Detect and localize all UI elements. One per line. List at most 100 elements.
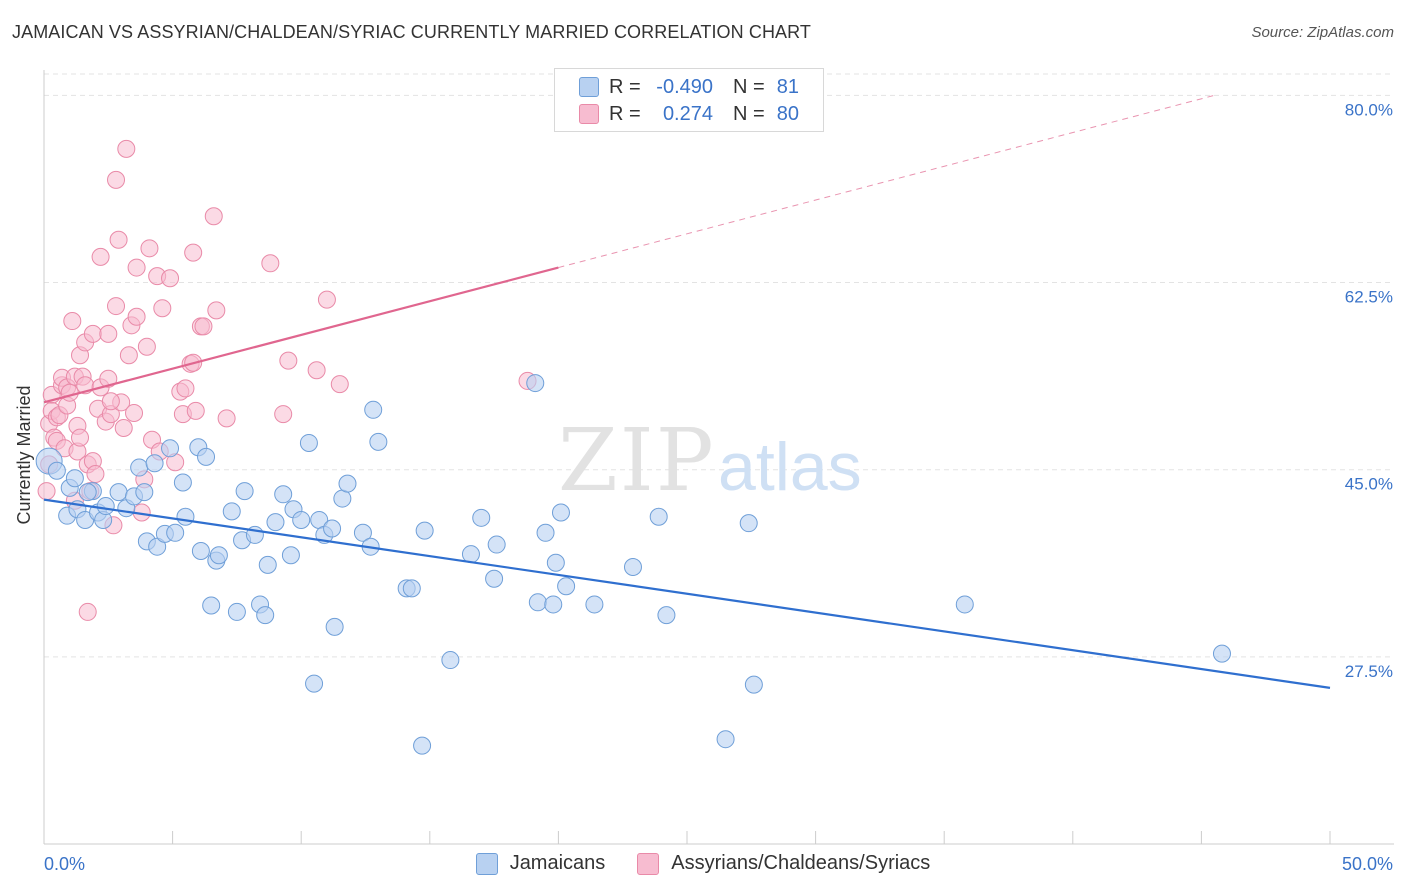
jamaicans-point (585, 595, 604, 614)
jamaicans-point (526, 374, 545, 393)
assyrians-point (184, 243, 203, 262)
assyrians-point (137, 337, 156, 356)
assyrians-point (127, 307, 146, 326)
legend-swatch-blue (475, 852, 498, 875)
jamaicans-point (323, 519, 342, 538)
chart-title: JAMAICAN VS ASSYRIAN/CHALDEAN/SYRIAC CUR… (12, 22, 812, 42)
jamaicans-point (485, 569, 504, 588)
jamaicans-point (78, 483, 97, 502)
legend-n-label: N = (733, 75, 765, 98)
assyrians-point (127, 258, 146, 277)
y-tick-label: 80.0% (1345, 100, 1393, 119)
jamaicans-point (472, 508, 491, 527)
assyrians-point (204, 207, 223, 226)
jamaicans-point (292, 510, 311, 529)
source-label: Source: ZipAtlas.com (1251, 24, 1394, 41)
jamaicans-point (546, 553, 565, 572)
jamaicans-point (338, 474, 357, 493)
jamaicans-point (415, 521, 434, 540)
legend-label-assyrians: Assyrians/Chaldeans/Syriacs (671, 852, 931, 874)
assyrians-point (274, 405, 293, 424)
legend-r-label: R = (609, 75, 641, 98)
assyrians-trend-extension (558, 94, 1215, 269)
assyrians-point (261, 254, 280, 273)
jamaicans-point (166, 523, 185, 542)
trend-lines (43, 94, 1331, 689)
jamaicans-point (176, 507, 195, 526)
assyrians-point (71, 428, 90, 447)
assyrians-point (194, 317, 213, 336)
assyrians-point (99, 369, 118, 388)
jamaicans-point (266, 513, 285, 532)
jamaicans-point (299, 433, 318, 452)
jamaicans-point (161, 439, 180, 458)
jamaicans-point (402, 579, 421, 598)
jamaicans-point (487, 535, 506, 554)
assyrians-point (86, 464, 105, 483)
legend-r-value: -0.490 (656, 75, 713, 98)
y-tick-label: 27.5% (1345, 662, 1393, 681)
assyrians-point (207, 301, 226, 320)
jamaicans-point (649, 507, 668, 526)
jamaicans-point (716, 730, 735, 749)
jamaicans-point (96, 497, 115, 516)
jamaicans-point (209, 546, 228, 565)
assyrians-point (91, 247, 110, 266)
legend-n-value: 80 (776, 102, 799, 125)
legend-r-value: 0.274 (662, 102, 713, 125)
assyrians-point (107, 170, 126, 189)
jamaicans-point (191, 541, 210, 560)
jamaicans-point (557, 577, 576, 596)
watermark-atlas: atlas (718, 429, 862, 505)
series-assyrians-points (37, 139, 537, 621)
legend-item-jamaicans[interactable]: Jamaicans (475, 852, 605, 875)
assyrians-point (83, 324, 102, 343)
jamaicans-point (1212, 644, 1231, 663)
assyrians-point (99, 324, 118, 343)
jamaicans-point (256, 606, 275, 625)
jamaicans-point (441, 651, 460, 670)
jamaicans-point (197, 447, 216, 466)
assyrians-point (140, 239, 159, 258)
jamaicans-point (544, 595, 563, 614)
legend-swatch-pink (579, 104, 599, 124)
jamaicans-point (551, 503, 570, 522)
assyrians-point (125, 404, 144, 423)
series-jamaicans-points (35, 374, 1231, 755)
assyrians-point (114, 418, 133, 437)
legend-item-assyrians[interactable]: Assyrians/Chaldeans/Syriacs (637, 852, 930, 875)
assyrians-point (176, 379, 195, 398)
jamaicans-point (657, 606, 676, 625)
y-tick-label: 62.5% (1345, 288, 1393, 307)
assyrians-point (60, 383, 79, 402)
jamaicans-point (258, 555, 277, 574)
y-tick-label: 45.0% (1345, 475, 1393, 494)
jamaicans-point (47, 461, 66, 480)
jamaicans-point (536, 523, 555, 542)
y-axis-label: Currently Married (14, 385, 34, 524)
jamaicans-point (65, 469, 84, 488)
jamaicans-point (130, 458, 149, 477)
jamaicans-point (744, 675, 763, 694)
assyrians-point (117, 139, 136, 158)
tick-labels: 27.5% 45.0% 62.5% 80.0% 0.0% 50.0% (44, 100, 1393, 874)
jamaicans-point (305, 674, 324, 693)
jamaicans-point (413, 736, 432, 755)
jamaicans-point (333, 489, 352, 508)
legend-n-label: N = (733, 102, 765, 125)
jamaicans-point (353, 523, 372, 542)
jamaicans-point (623, 558, 642, 577)
assyrians-point (307, 361, 326, 380)
jamaicans-point (274, 485, 293, 504)
assyrians-point (63, 312, 82, 331)
assyrians-point (101, 392, 120, 411)
legend-n-value: 81 (776, 75, 799, 98)
x-tick-label: 0.0% (44, 854, 85, 874)
series-legend: Jamaicans Assyrians/Chaldeans/Syriacs (0, 852, 1406, 875)
grid-lines (44, 73, 1394, 658)
jamaicans-point (281, 546, 300, 565)
watermark: ZIP atlas (558, 411, 862, 511)
legend-swatch-pink (637, 852, 660, 875)
correlation-legend: R = -0.490 N = 81 R = 0.274 N = 80 (554, 68, 824, 132)
